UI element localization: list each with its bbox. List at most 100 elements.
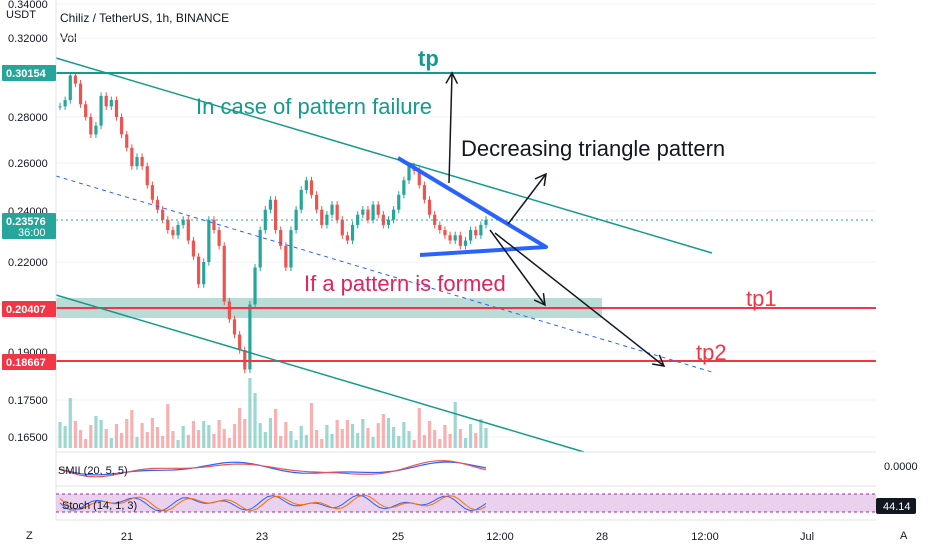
price-label-badge <box>2 213 56 239</box>
candle-body <box>376 204 380 215</box>
volume-bar <box>176 440 180 448</box>
volume-bar <box>263 432 267 448</box>
volume-bar <box>171 431 175 448</box>
volume-bar <box>119 433 124 448</box>
volume-bar <box>155 427 160 448</box>
volume-bar <box>448 434 452 448</box>
candle-body <box>397 194 401 210</box>
candle-body <box>207 219 211 262</box>
volume-bar <box>150 418 154 448</box>
currency-label: USDT <box>6 9 36 21</box>
volume-bar <box>135 437 139 448</box>
tp1-label: tp1 <box>746 286 777 311</box>
volume-bar <box>469 424 473 448</box>
candle-body <box>217 230 221 246</box>
volume-bar <box>130 410 134 448</box>
volume-bar <box>109 438 113 448</box>
candle-body <box>309 180 314 195</box>
smii-title: SMII (20, 5, 5) <box>58 465 128 477</box>
stoch-value: 44.14 <box>883 501 911 513</box>
volume-bar <box>330 434 334 448</box>
candle-body <box>453 235 457 241</box>
arrow-to-tp1 <box>489 229 546 306</box>
x-axis[interactable]: 21 23 25 12:00 28 12:00 Jul <box>121 531 814 543</box>
candle-body <box>145 166 149 186</box>
stoch-pane[interactable] <box>56 493 876 513</box>
price-label-text: 0.23576 <box>6 216 46 228</box>
volume-bar <box>166 404 170 448</box>
x-tick-label: 12:00 <box>691 531 719 543</box>
volume-bar <box>207 425 211 448</box>
volume-bar <box>356 433 360 448</box>
volume-bar <box>232 424 237 448</box>
volume-bar <box>217 420 221 448</box>
candle-body <box>361 209 365 215</box>
volume-bar <box>125 419 129 448</box>
candle-body <box>350 224 355 241</box>
candle-body <box>222 245 226 302</box>
volume-bar <box>284 422 288 448</box>
candle-body <box>238 334 242 351</box>
price-label-badge <box>2 65 56 81</box>
triangle-pattern-label: Decreasing triangle pattern <box>461 136 725 161</box>
y-tick-label: 0.26000 <box>8 158 48 170</box>
candle-body <box>196 256 201 285</box>
x-tick-label: 21 <box>121 531 133 543</box>
y-tick-label: 0.16500 <box>8 432 48 444</box>
timezone-icon[interactable]: Z <box>26 530 33 542</box>
volume-bar <box>402 422 406 448</box>
candle-body <box>94 125 98 135</box>
price-label-text: 0.20407 <box>6 304 46 316</box>
candle-body <box>232 319 237 335</box>
candle-body <box>89 117 93 135</box>
arrow-to-tp-head <box>445 71 459 85</box>
candle-body <box>63 100 67 107</box>
candle-body <box>114 100 119 117</box>
volume-bar <box>361 419 365 448</box>
volume-bar <box>309 403 314 448</box>
volume-bar <box>366 428 370 448</box>
volume-bar <box>340 429 344 448</box>
volume-bar <box>248 378 252 448</box>
volume-bar <box>299 426 303 448</box>
candle-body <box>130 147 134 167</box>
volume-bar <box>68 398 72 448</box>
candle-body <box>243 350 247 370</box>
candle-body <box>253 267 257 305</box>
volume-bar <box>258 423 262 448</box>
candle-body <box>463 240 468 246</box>
drawing-lines <box>55 57 876 453</box>
volume-bar <box>392 427 396 448</box>
volume-bar <box>422 435 427 448</box>
price-label-countdown: 36:00 <box>18 227 46 239</box>
volume-bar <box>381 414 385 448</box>
volume-bar <box>484 428 488 448</box>
volume-bar <box>443 425 447 448</box>
candle-body <box>284 245 288 268</box>
candle-body <box>248 304 252 370</box>
candle-body <box>171 230 175 236</box>
volume-bar <box>304 435 308 448</box>
volume-bar <box>433 430 437 448</box>
arrow-breakout-head <box>534 172 547 186</box>
candle-body <box>422 185 427 200</box>
volume-bar <box>273 409 278 448</box>
candle-body <box>191 240 196 257</box>
candle-body <box>155 199 160 210</box>
candle-body <box>484 219 488 225</box>
smii-pane[interactable] <box>59 459 487 478</box>
candle-body <box>58 106 62 108</box>
volume-bar <box>427 421 432 448</box>
candle-body <box>258 230 262 268</box>
candle-body <box>345 235 350 241</box>
candle-body <box>150 185 154 200</box>
pattern-formed-label: If a pattern is formed <box>304 271 506 296</box>
price-label-badge <box>2 354 56 370</box>
candle-body <box>427 199 432 215</box>
auto-scale-icon[interactable]: A <box>900 530 908 542</box>
x-tick-label: Jul <box>800 531 814 543</box>
candle-body <box>299 189 303 210</box>
